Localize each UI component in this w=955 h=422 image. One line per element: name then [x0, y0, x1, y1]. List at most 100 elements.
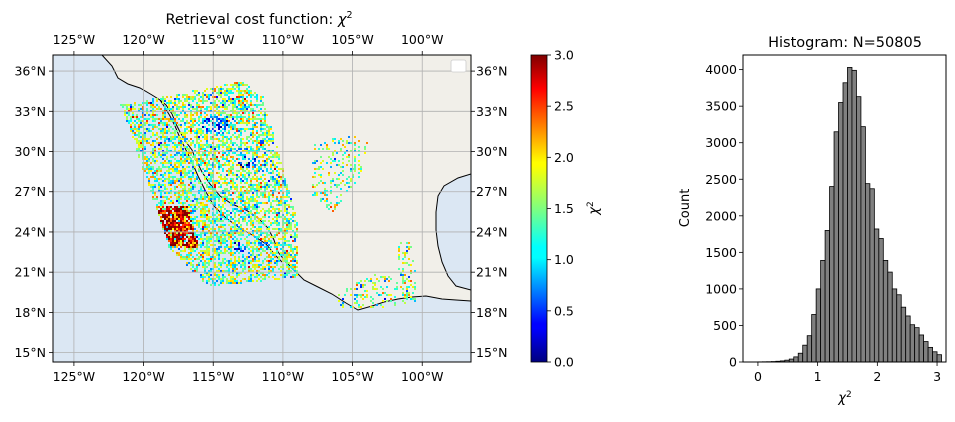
chi2-pixel [238, 246, 240, 248]
chi2-pixel [184, 184, 186, 186]
chi2-pixel [190, 152, 192, 154]
chi2-pixel [336, 186, 338, 188]
chi2-pixel [248, 104, 250, 106]
chi2-pixel [170, 184, 172, 186]
chi2-pixel [224, 224, 226, 226]
chi2-pixel [234, 192, 236, 194]
chi2-pixel [182, 240, 184, 242]
chi2-pixel [224, 262, 226, 264]
chi2-pixel [194, 216, 196, 218]
chi2-pixel [168, 228, 170, 230]
chi2-pixel [244, 260, 246, 262]
chi2-pixel [242, 250, 244, 252]
chi2-pixel [168, 212, 170, 214]
chi2-pixel [248, 260, 250, 262]
chi2-pixel [182, 218, 184, 220]
chi2-pixel [128, 112, 130, 114]
chi2-pixel [214, 214, 216, 216]
chi2-pixel [214, 134, 216, 136]
chi2-pixel [264, 144, 266, 146]
chi2-pixel [184, 196, 186, 198]
chi2-pixel [236, 154, 238, 156]
chi2-pixel [342, 140, 344, 142]
chi2-pixel [180, 238, 182, 240]
chi2-pixel [148, 130, 150, 132]
chi2-pixel [252, 118, 254, 120]
chi2-pixel [362, 304, 364, 306]
chi2-pixel [202, 222, 204, 224]
chi2-pixel [232, 158, 234, 160]
chi2-pixel [286, 210, 288, 212]
chi2-pixel [152, 120, 154, 122]
chi2-pixel [324, 142, 326, 144]
chi2-pixel [222, 214, 224, 216]
chi2-pixel [228, 182, 230, 184]
chi2-pixel [258, 248, 260, 250]
chi2-pixel [236, 174, 238, 176]
chi2-pixel [258, 142, 260, 144]
chi2-pixel [196, 108, 198, 110]
chi2-pixel [226, 170, 228, 172]
chi2-pixel [244, 266, 246, 268]
chi2-pixel [204, 164, 206, 166]
chi2-pixel [138, 156, 140, 158]
chi2-pixel [194, 96, 196, 98]
histogram-y-tick-label: 0 [729, 355, 737, 370]
chi2-pixel [200, 134, 202, 136]
chi2-pixel [184, 132, 186, 134]
chi2-pixel [272, 194, 274, 196]
chi2-pixel [258, 196, 260, 198]
chi2-pixel [176, 178, 178, 180]
chi2-pixel [178, 220, 180, 222]
chi2-pixel [214, 204, 216, 206]
chi2-pixel [158, 210, 160, 212]
chi2-pixel [286, 226, 288, 228]
chi2-pixel [240, 246, 242, 248]
chi2-pixel [232, 264, 234, 266]
chi2-pixel [216, 86, 218, 88]
chi2-pixel [168, 182, 170, 184]
chi2-pixel [358, 172, 360, 174]
chi2-pixel [242, 168, 244, 170]
chi2-pixel [162, 204, 164, 206]
chi2-pixel [248, 212, 250, 214]
chi2-pixel [134, 134, 136, 136]
chi2-pixel [356, 282, 358, 284]
chi2-pixel [174, 212, 176, 214]
chi2-pixel [270, 206, 272, 208]
chi2-pixel [170, 218, 172, 220]
chi2-pixel [230, 202, 232, 204]
chi2-pixel [260, 246, 262, 248]
chi2-pixel [152, 192, 154, 194]
chi2-pixel [140, 120, 142, 122]
chi2-pixel [278, 156, 280, 158]
chi2-pixel [280, 168, 282, 170]
chi2-pixel [150, 152, 152, 154]
chi2-pixel [164, 226, 166, 228]
chi2-pixel [288, 206, 290, 208]
chi2-pixel [274, 274, 276, 276]
chi2-pixel [148, 170, 150, 172]
chi2-pixel [216, 216, 218, 218]
chi2-pixel [406, 288, 408, 290]
chi2-pixel [284, 204, 286, 206]
chi2-pixel [312, 194, 314, 196]
chi2-pixel [264, 196, 266, 198]
chi2-pixel [208, 258, 210, 260]
chi2-pixel [250, 276, 252, 278]
chi2-pixel [206, 130, 208, 132]
chi2-pixel [286, 254, 288, 256]
chi2-pixel [222, 276, 224, 278]
chi2-pixel [246, 182, 248, 184]
chi2-pixel [286, 256, 288, 258]
chi2-pixel [202, 146, 204, 148]
chi2-pixel [168, 166, 170, 168]
chi2-pixel [170, 248, 172, 250]
chi2-pixel [214, 148, 216, 150]
chi2-pixel [214, 160, 216, 162]
chi2-pixel [208, 174, 210, 176]
chi2-pixel [190, 258, 192, 260]
chi2-pixel [262, 142, 264, 144]
chi2-pixel [258, 162, 260, 164]
chi2-pixel [174, 100, 176, 102]
